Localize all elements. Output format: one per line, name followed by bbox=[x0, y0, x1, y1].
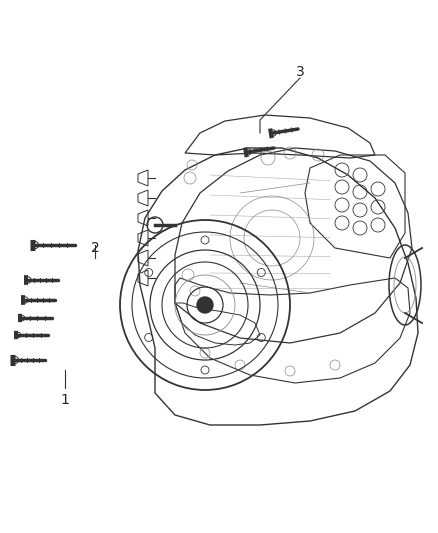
Text: 3: 3 bbox=[296, 65, 304, 79]
Circle shape bbox=[197, 297, 213, 313]
Text: 1: 1 bbox=[60, 393, 70, 407]
Text: 2: 2 bbox=[91, 241, 99, 255]
